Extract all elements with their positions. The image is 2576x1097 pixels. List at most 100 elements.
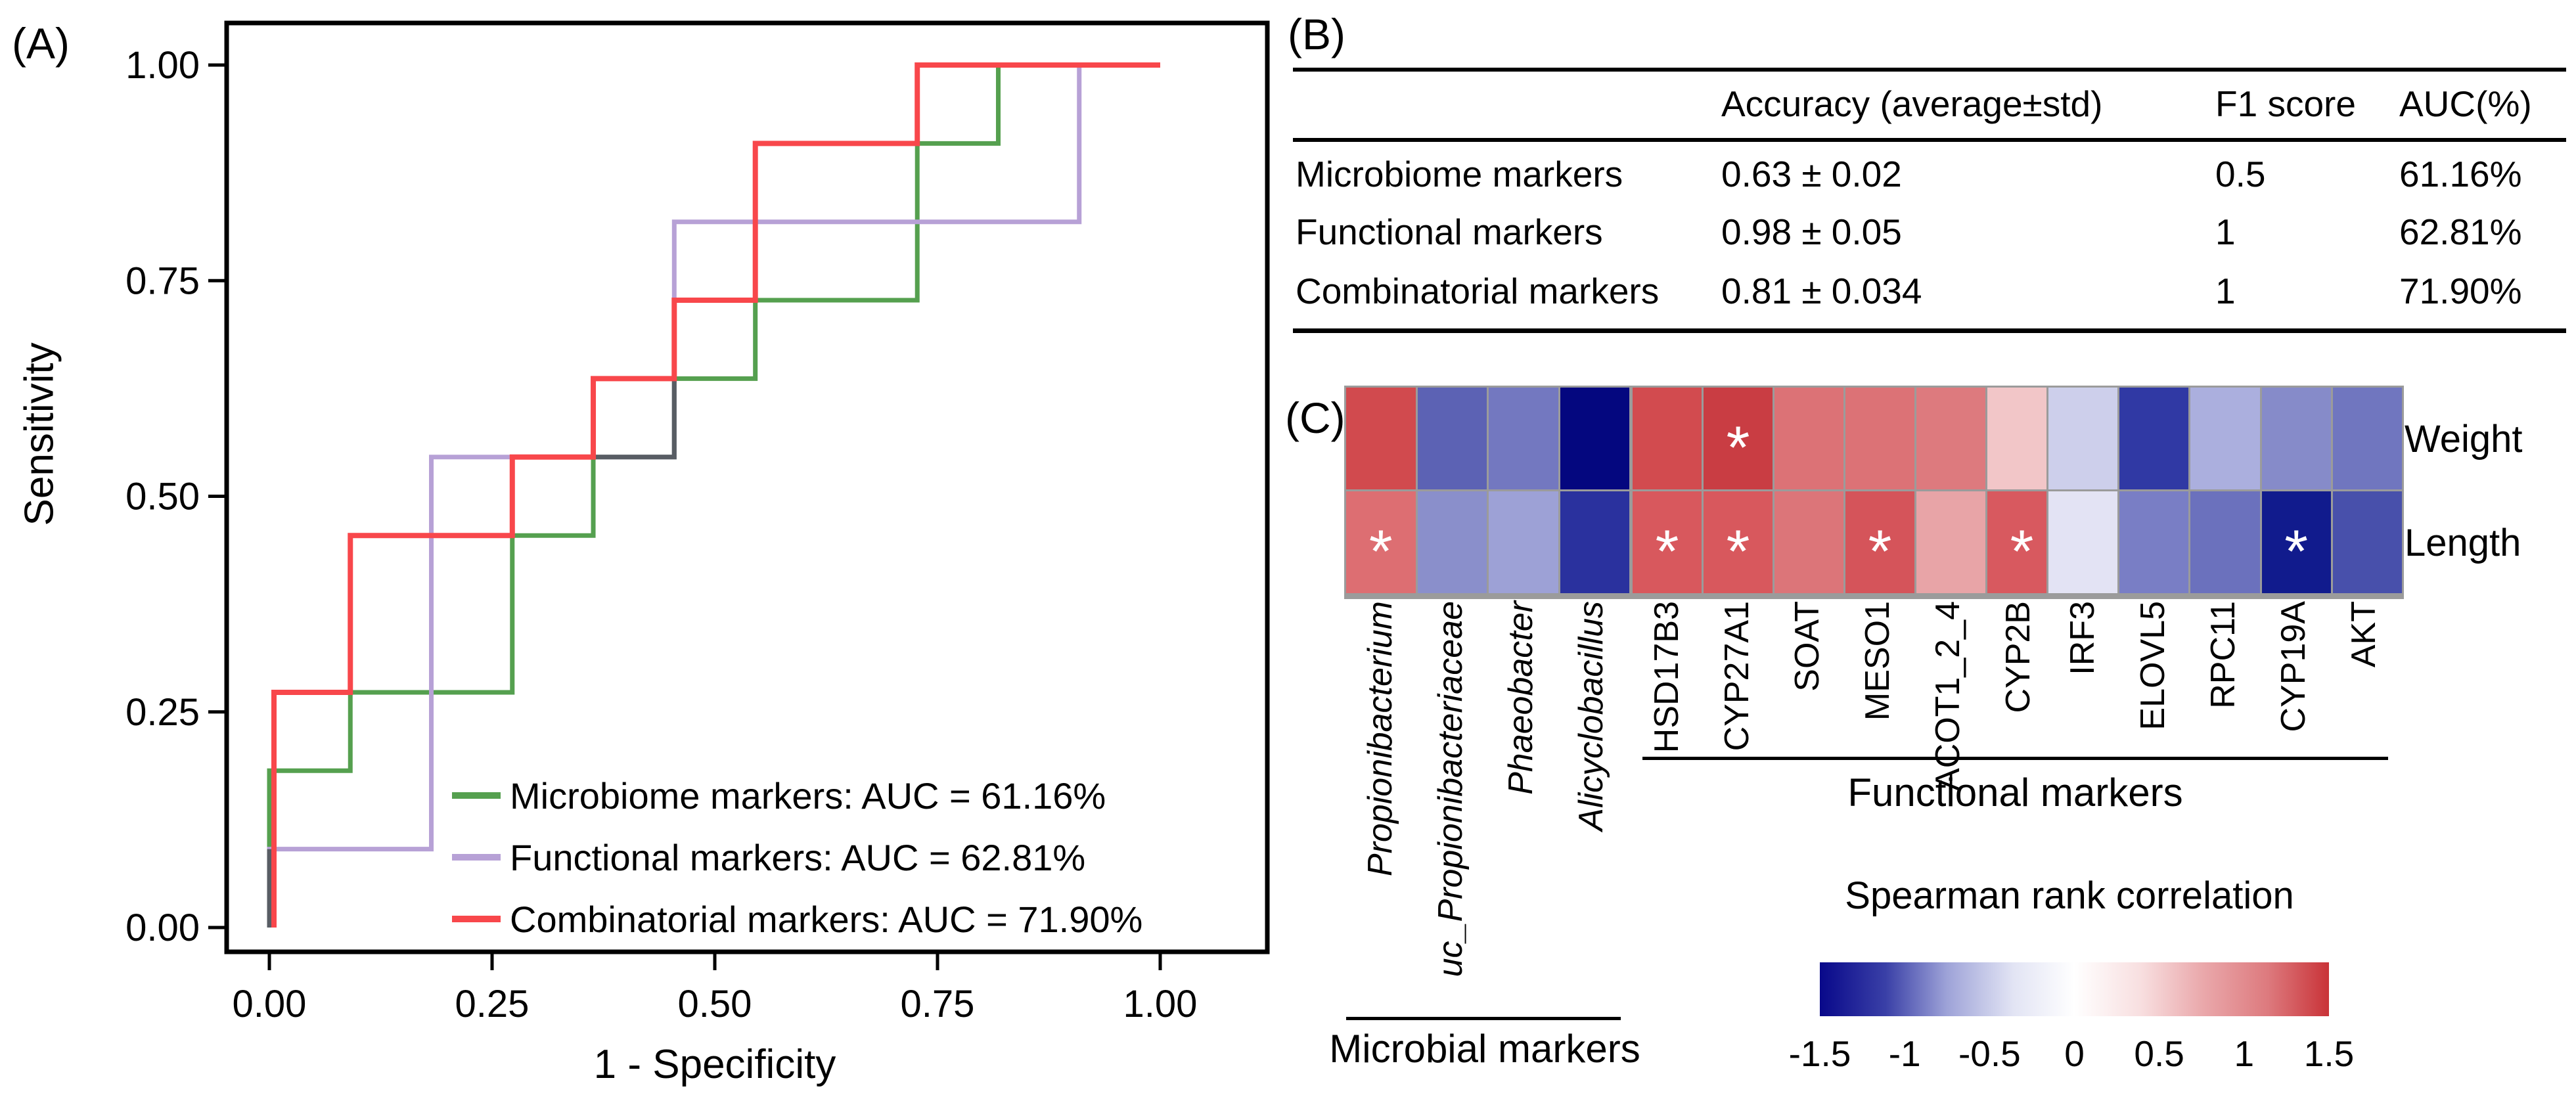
y-tick-label: 0.00 bbox=[125, 907, 200, 949]
table-row-label: Combinatorial markers bbox=[1296, 271, 1660, 311]
legend-label: Microbiome markers: AUC = 61.16% bbox=[510, 774, 1106, 817]
heatmap-cell: * bbox=[1704, 388, 1773, 489]
panel-b-label: (B) bbox=[1288, 10, 1345, 58]
colorbar-tick-label: 1.5 bbox=[2303, 1033, 2355, 1074]
heatmap-col-label: CYP27A1 bbox=[1718, 601, 1756, 751]
heatmap-cell bbox=[1489, 491, 1558, 593]
significance-star: * bbox=[1726, 414, 1750, 481]
y-tick-label: 0.75 bbox=[125, 259, 200, 302]
heatmap-cell bbox=[2332, 388, 2402, 489]
table-header-3: AUC(%) bbox=[2399, 83, 2532, 124]
heatmap-cell bbox=[1560, 388, 1629, 489]
colorbar-tick-label: 1 bbox=[2234, 1033, 2255, 1074]
heatmap-cell bbox=[1489, 388, 1558, 489]
heatmap-cell: * bbox=[2261, 491, 2331, 593]
table-rule-bottom bbox=[1293, 328, 2566, 333]
heatmap-cell bbox=[1774, 388, 1843, 489]
heatmap-col-label: HSD17B3 bbox=[1648, 601, 1686, 753]
colorbar-tick-label: -1 bbox=[1888, 1033, 1921, 1074]
heatmap-cell bbox=[1346, 388, 1416, 489]
table-rule-header bbox=[1293, 138, 2566, 142]
heatmap-cell: * bbox=[1346, 491, 1416, 593]
heatmap-cell bbox=[1987, 388, 2056, 489]
y-tick-label: 0.25 bbox=[125, 691, 200, 734]
heatmap-cell bbox=[1417, 388, 1487, 489]
y-tick-label: 0.50 bbox=[125, 476, 200, 518]
heatmap-col-label: RPC11 bbox=[2204, 601, 2242, 709]
table-cell: 0.81 ± 0.034 bbox=[1721, 271, 1922, 311]
roc-curve-combinatorial-markers bbox=[271, 62, 1160, 928]
table-rule-top bbox=[1293, 68, 2566, 72]
heatmap-cell bbox=[1845, 388, 1914, 489]
heatmap-cell bbox=[2190, 388, 2260, 489]
significance-star: * bbox=[1655, 518, 1679, 585]
heatmap-row-label-weight: Weight bbox=[2405, 418, 2523, 460]
heatmap-cell: * bbox=[1987, 491, 2056, 593]
functional-markers-group-label: Functional markers bbox=[1847, 771, 2183, 815]
significance-star: * bbox=[1726, 518, 1750, 585]
significance-star: * bbox=[2010, 518, 2034, 585]
heatmap-col-label: SOAT bbox=[1788, 601, 1826, 692]
heatmap-cell: * bbox=[1845, 491, 1914, 593]
heatmap-col-label: IRF3 bbox=[2064, 601, 2102, 675]
heatmap-col-label: MESO1 bbox=[1859, 601, 1897, 721]
table-cell: 62.81% bbox=[2399, 212, 2522, 252]
heatmap-col-label: AKT bbox=[2345, 601, 2383, 668]
heatmap-cell bbox=[1916, 491, 1985, 593]
heatmap-cell bbox=[1417, 491, 1487, 593]
x-tick-label: 0.00 bbox=[233, 983, 307, 1025]
legend-label: Functional markers: AUC = 62.81% bbox=[510, 836, 1086, 878]
legend-label: Combinatorial markers: AUC = 71.90% bbox=[510, 898, 1143, 940]
heatmap-cell: * bbox=[1633, 491, 1702, 593]
heatmap-cell: * bbox=[1704, 491, 1773, 593]
legend-swatch-icon bbox=[452, 916, 501, 922]
significance-star: * bbox=[1368, 518, 1393, 585]
colorbar-tick-label: 0.5 bbox=[2134, 1033, 2184, 1074]
heatmap-group-1: * * * * * bbox=[1631, 386, 2058, 599]
heatmap-col-label: Phaeobacter bbox=[1502, 601, 1540, 795]
significance-star: * bbox=[1868, 518, 1892, 585]
colorbar-tick-label: -1.5 bbox=[1788, 1033, 1851, 1074]
heatmap-cell bbox=[2119, 491, 2189, 593]
x-tick-label: 0.75 bbox=[901, 983, 975, 1025]
heatmap-group-0: * bbox=[1344, 386, 1631, 599]
table-header-2: F1 score bbox=[2215, 83, 2356, 124]
legend-row: Microbiome markers: AUC = 61.16% bbox=[452, 774, 1142, 817]
heatmap-col-label: uc_Propionibacteriaceae bbox=[1432, 601, 1470, 977]
significance-star: * bbox=[2284, 518, 2309, 585]
panel-c-label: (C) bbox=[1285, 393, 1345, 442]
colorbar-gradient bbox=[1820, 962, 2329, 1016]
heatmap-col-label: CYP19A bbox=[2274, 601, 2313, 732]
roc-curve-overlap bbox=[593, 378, 677, 460]
legend-row: Combinatorial markers: AUC = 71.90% bbox=[452, 898, 1143, 940]
colorbar-tick-label: -0.5 bbox=[1958, 1033, 2021, 1074]
heatmap-cell bbox=[1560, 491, 1629, 593]
heatmap-group-2: * bbox=[2046, 386, 2404, 599]
colorbar-tick-label: 0 bbox=[2064, 1033, 2085, 1074]
heatmap-cell bbox=[2119, 388, 2189, 489]
heatmap-row-label-length: Length bbox=[2405, 522, 2521, 564]
table-cell: 71.90% bbox=[2399, 271, 2522, 311]
heatmap-col-label: Alicyclobacillus bbox=[1572, 601, 1610, 831]
x-tick-label: 0.50 bbox=[678, 983, 752, 1025]
microbial-markers-group-label: Microbial markers bbox=[1329, 1027, 1640, 1071]
table-header-1: Accuracy (average±std) bbox=[1721, 83, 2103, 124]
legend-swatch-icon bbox=[452, 854, 501, 861]
table-row-label: Functional markers bbox=[1296, 212, 1603, 252]
table-cell: 0.5 bbox=[2215, 154, 2266, 194]
x-tick-label: 1.00 bbox=[1123, 983, 1198, 1025]
heatmap-col-label: Propionibacterium bbox=[1361, 601, 1399, 877]
legend-swatch-icon bbox=[452, 792, 501, 799]
x-tick-label: 0.25 bbox=[455, 983, 530, 1025]
roc-plot: 0.00 0.25 0.50 0.75 1.00 0.00 0.25 0.50 0.75 1.00 bbox=[125, 20, 1270, 1025]
legend-row: Functional markers: AUC = 62.81% bbox=[452, 837, 1142, 878]
table-cell: 61.16% bbox=[2399, 154, 2522, 194]
plot-border bbox=[224, 20, 1270, 954]
heatmap-cell bbox=[1916, 388, 1985, 489]
y-axis-title: Sensitivity bbox=[16, 342, 62, 526]
roc-legend: Microbiome markers: AUC = 61.16% Function… bbox=[452, 775, 1142, 960]
colorbar-title: Spearman rank correlation bbox=[1845, 874, 2294, 917]
y-tick-label: 1.00 bbox=[125, 44, 200, 87]
panel-a-label: (A) bbox=[12, 19, 70, 68]
